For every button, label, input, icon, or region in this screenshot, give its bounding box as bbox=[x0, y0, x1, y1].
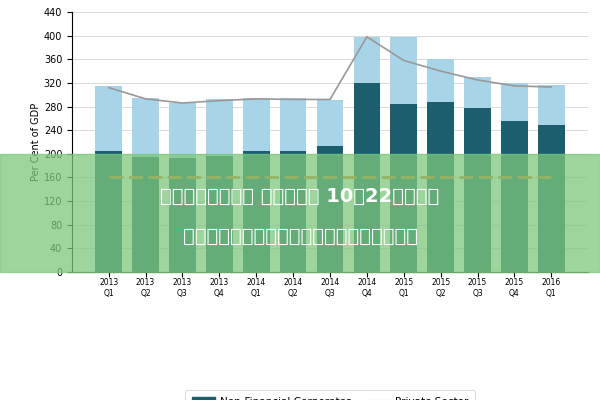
Text: 构调研，国盛证券、中信建投等多家机构参与: 构调研，国盛证券、中信建投等多家机构参与 bbox=[182, 228, 418, 246]
EU Threshold bbox=[290, 175, 297, 180]
EU Threshold bbox=[216, 175, 223, 180]
Text: 线上证券投资工具 川宁生物： 10月22日接受机: 线上证券投资工具 川宁生物： 10月22日接受机 bbox=[160, 188, 440, 206]
Private Sector bbox=[474, 78, 481, 82]
Bar bbox=[243, 151, 269, 272]
Bar bbox=[501, 83, 527, 121]
Line: Private Sector: Private Sector bbox=[109, 37, 551, 103]
Bar bbox=[353, 83, 380, 272]
Bar bbox=[538, 126, 565, 272]
EU Threshold bbox=[253, 175, 260, 180]
Bar bbox=[538, 85, 565, 126]
Bar bbox=[95, 86, 122, 151]
Bar bbox=[464, 108, 491, 272]
Bar bbox=[391, 38, 417, 104]
Private Sector bbox=[437, 69, 444, 74]
EU Threshold bbox=[179, 175, 186, 180]
Private Sector bbox=[253, 96, 260, 101]
Private Sector bbox=[179, 100, 186, 105]
Bar bbox=[169, 158, 196, 272]
EU Threshold bbox=[511, 175, 518, 180]
Bar bbox=[133, 98, 159, 157]
Bar bbox=[427, 102, 454, 272]
Private Sector bbox=[400, 58, 407, 63]
Private Sector bbox=[142, 96, 149, 101]
Bar bbox=[133, 157, 159, 272]
Bar bbox=[464, 77, 491, 108]
EU Threshold bbox=[142, 175, 149, 180]
Bar bbox=[169, 103, 196, 158]
EU Threshold bbox=[437, 175, 444, 180]
Legend: Non-Financial Corporates, Households, Private Sector, EU Threshold: Non-Financial Corporates, Households, Pr… bbox=[185, 390, 475, 400]
Bar bbox=[206, 156, 233, 272]
Bar bbox=[353, 37, 380, 83]
Bar bbox=[243, 98, 269, 151]
Y-axis label: Per Cent of GDP: Per Cent of GDP bbox=[31, 103, 41, 181]
EU Threshold bbox=[474, 175, 481, 180]
Bar bbox=[501, 121, 527, 272]
Private Sector bbox=[290, 97, 297, 102]
Private Sector bbox=[216, 98, 223, 103]
EU Threshold bbox=[326, 175, 334, 180]
EU Threshold bbox=[548, 175, 555, 180]
Private Sector bbox=[548, 85, 555, 90]
Bar bbox=[206, 100, 233, 156]
Private Sector bbox=[105, 85, 112, 90]
Bar bbox=[317, 100, 343, 146]
Bar bbox=[427, 59, 454, 102]
EU Threshold bbox=[105, 175, 112, 180]
Private Sector bbox=[363, 34, 370, 39]
EU Threshold bbox=[400, 175, 407, 180]
Private Sector bbox=[326, 97, 334, 102]
Bar bbox=[95, 151, 122, 272]
Bar bbox=[317, 146, 343, 272]
Bar bbox=[280, 151, 307, 272]
Bar bbox=[391, 104, 417, 272]
Private Sector bbox=[511, 84, 518, 88]
Bar bbox=[280, 98, 307, 151]
EU Threshold bbox=[363, 175, 370, 180]
